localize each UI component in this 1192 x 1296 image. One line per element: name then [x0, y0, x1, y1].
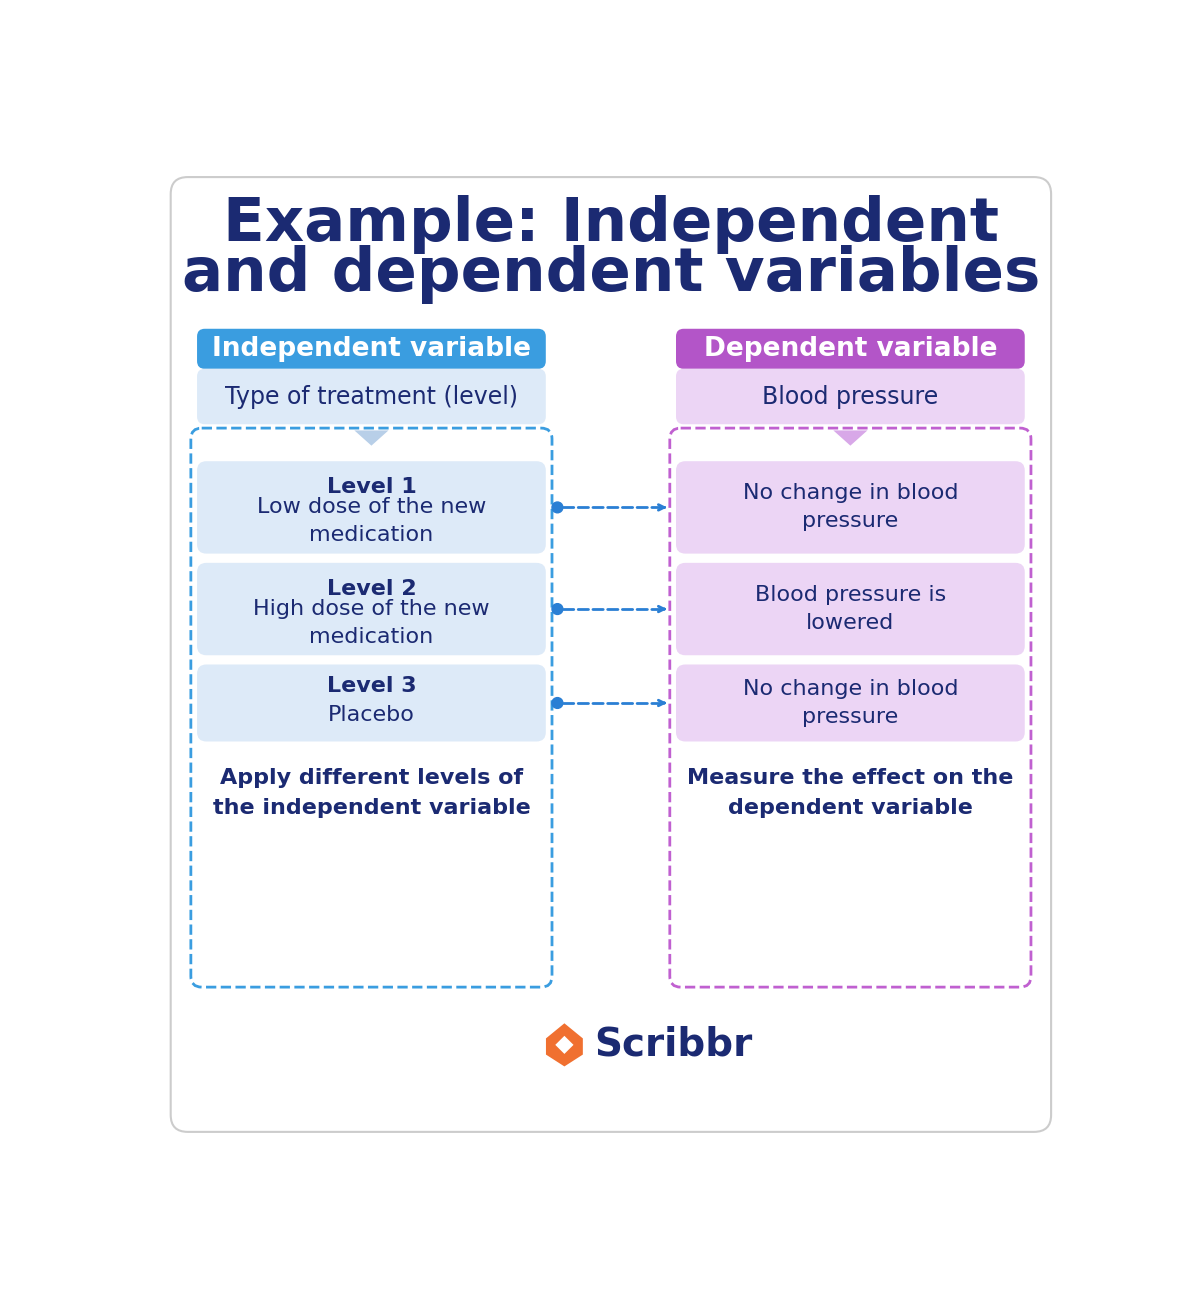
FancyBboxPatch shape [676, 461, 1025, 553]
Text: No change in blood
pressure: No change in blood pressure [743, 679, 958, 727]
Text: Independent variable: Independent variable [212, 336, 530, 362]
Text: Measure the effect on the
dependent variable: Measure the effect on the dependent vari… [687, 769, 1013, 818]
Text: Example: Independent: Example: Independent [223, 196, 999, 254]
Polygon shape [833, 430, 868, 446]
FancyBboxPatch shape [197, 369, 546, 424]
Circle shape [552, 502, 563, 513]
FancyBboxPatch shape [676, 665, 1025, 741]
Text: Blood pressure is
lowered: Blood pressure is lowered [755, 584, 946, 632]
Text: Scribbr: Scribbr [594, 1026, 752, 1064]
Polygon shape [354, 430, 389, 446]
Text: Apply different levels of
the independent variable: Apply different levels of the independen… [212, 769, 530, 818]
FancyBboxPatch shape [197, 562, 546, 656]
Text: Level 2: Level 2 [327, 579, 416, 599]
Circle shape [552, 697, 563, 709]
FancyBboxPatch shape [676, 369, 1025, 424]
FancyBboxPatch shape [197, 329, 546, 369]
Text: and dependent variables: and dependent variables [181, 245, 1041, 305]
FancyBboxPatch shape [676, 329, 1025, 369]
Text: High dose of the new
medication: High dose of the new medication [253, 599, 490, 647]
Polygon shape [555, 1036, 573, 1054]
Text: Blood pressure: Blood pressure [762, 385, 938, 408]
Text: No change in blood
pressure: No change in blood pressure [743, 483, 958, 531]
Text: Low dose of the new
medication: Low dose of the new medication [256, 498, 486, 546]
Text: Type of treatment (level): Type of treatment (level) [225, 385, 519, 408]
Polygon shape [546, 1024, 583, 1067]
Circle shape [552, 604, 563, 614]
Text: Dependent variable: Dependent variable [703, 336, 998, 362]
Text: Level 3: Level 3 [327, 677, 416, 696]
FancyBboxPatch shape [676, 562, 1025, 656]
Text: Placebo: Placebo [328, 705, 415, 724]
Text: Level 1: Level 1 [327, 477, 416, 498]
FancyBboxPatch shape [170, 178, 1051, 1131]
FancyBboxPatch shape [197, 665, 546, 741]
FancyBboxPatch shape [197, 461, 546, 553]
